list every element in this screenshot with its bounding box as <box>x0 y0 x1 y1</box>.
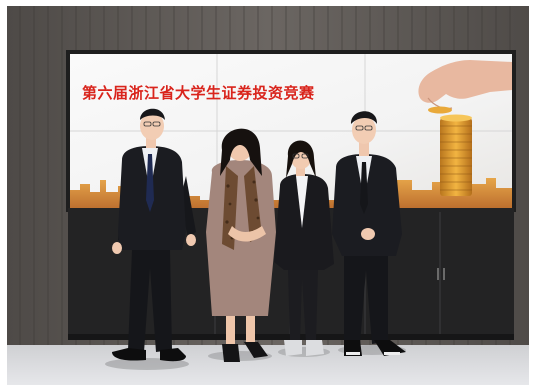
person-man-left <box>112 108 196 362</box>
person-woman-scarf <box>206 128 276 362</box>
falling-coin <box>428 106 452 114</box>
coin-stack <box>440 114 472 196</box>
hand-placing-coin <box>418 60 512 103</box>
person-woman-blazer <box>274 140 334 356</box>
person-man-right <box>332 111 406 356</box>
floor <box>7 345 529 385</box>
banner-title: 第六届浙江省大学生证券投资竞赛 <box>82 84 315 102</box>
